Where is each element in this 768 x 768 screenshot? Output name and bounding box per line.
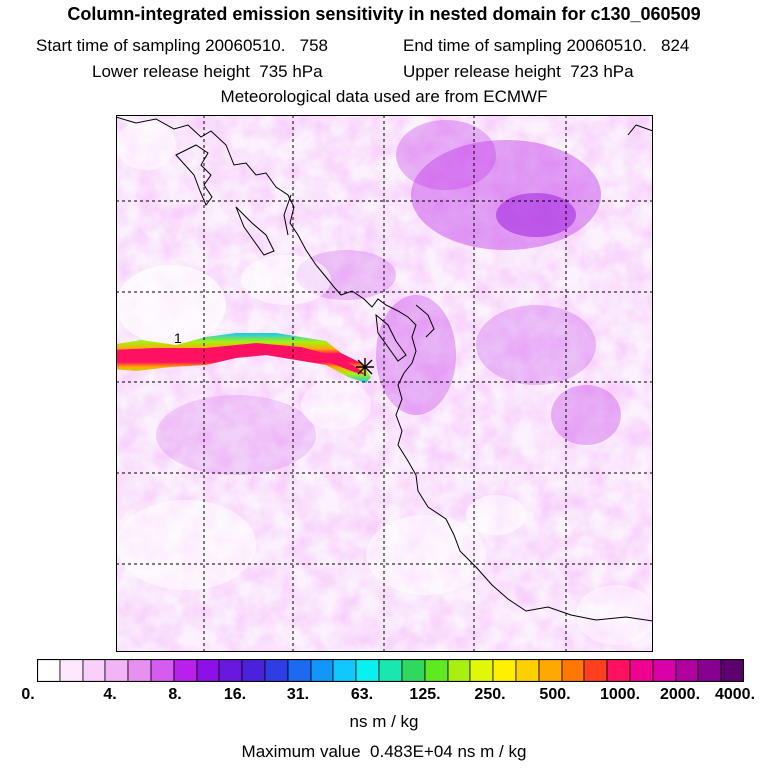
colorbar-swatch: [310, 659, 334, 682]
colorbar-swatch: [378, 659, 403, 682]
colorbar-swatch: [538, 659, 563, 682]
colorbar-swatch: [287, 659, 312, 682]
colorbar-swatch: [424, 659, 449, 682]
colorbar-swatch: [218, 659, 243, 682]
colorbar-swatch: [59, 659, 84, 682]
coastline: [116, 116, 653, 622]
colorbar-swatch: [401, 659, 426, 682]
colorbar-tick-label: 16.: [223, 686, 247, 703]
colorbar-tick-label: 500.: [539, 686, 571, 703]
emission-plume: [116, 333, 371, 383]
colorbar-swatch: [469, 659, 494, 682]
colorbar-swatch: [355, 659, 380, 682]
colorbar-swatch: [150, 659, 175, 682]
colorbar-swatch: [652, 659, 677, 682]
colorbar-swatch: [447, 659, 471, 682]
colorbar-tick-label: 250.: [474, 686, 506, 703]
colorbar-tick-label: 8.: [168, 686, 182, 703]
plume-core: [116, 343, 366, 375]
upper-release-label: Upper release height 723 hPa: [403, 62, 634, 81]
colorbar-swatch: [720, 659, 744, 682]
colorbar-swatch: [675, 659, 699, 682]
colorbar-frame: [37, 659, 744, 682]
colorbar-swatch: [515, 659, 540, 682]
colorbar-swatch: [561, 659, 585, 682]
colorbar-swatch: [332, 659, 357, 682]
end-time-label: End time of sampling 20060510. 824: [403, 36, 690, 55]
met-data-label: Meteorological data used are from ECMWF: [220, 87, 548, 106]
page-title: Column-integrated emission sensitivity i…: [67, 4, 701, 24]
high-sensitivity-patches: [156, 120, 621, 475]
colorbar-unit-label: ns m / kg: [349, 712, 419, 731]
lower-release-label: Lower release height 735 hPa: [92, 62, 323, 81]
colorbar-tick-label: 31.: [286, 686, 310, 703]
maximum-value-label: Maximum value 0.483E+04 ns m / kg: [241, 742, 527, 761]
colorbar: [37, 659, 744, 682]
colorbar-tick-label: 125.: [409, 686, 441, 703]
colorbar-swatch: [104, 659, 129, 682]
colorbar-swatch: [37, 659, 61, 682]
colorbar-swatch: [173, 659, 198, 682]
colorbar-swatch: [264, 659, 289, 682]
colorbar-tick-label: 4.: [103, 686, 117, 703]
colorbar-swatch: [196, 659, 220, 682]
colorbar-swatch: [82, 659, 106, 682]
colorbar-tick-label: 4000.: [714, 686, 756, 703]
colorbar-swatch: [629, 659, 654, 682]
colorbar-swatch: [606, 659, 631, 682]
colorbar-tick-label: 63.: [350, 686, 374, 703]
asterisk-icon: [356, 358, 374, 376]
colorbar-swatch: [127, 659, 152, 682]
low-sensitivity-patches: [116, 120, 653, 645]
colorbar-swatch: [583, 659, 608, 682]
colorbar-tick-label: 1000.: [599, 686, 641, 703]
colorbar-tick-label: 2000.: [659, 686, 701, 703]
colorbar-swatch: [241, 659, 266, 682]
colorbar-swatch: [697, 659, 722, 682]
colorbar-swatch: [492, 659, 517, 682]
start-time-label: Start time of sampling 20060510. 758: [36, 36, 329, 55]
map-frame: [116, 115, 653, 652]
sensitivity-map: 1: [116, 115, 653, 652]
trajectory-label: 1: [174, 330, 182, 346]
colorbar-tick-label: 0.: [21, 686, 35, 703]
